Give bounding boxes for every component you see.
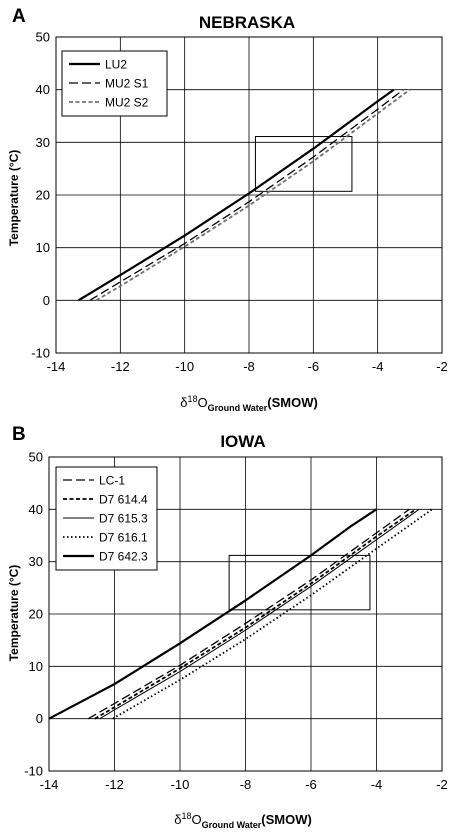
y-axis-label-a: Temperature (°C) — [7, 150, 21, 247]
y-tick-label: 0 — [43, 293, 50, 308]
y-tick-label: 20 — [29, 607, 43, 622]
plot-area-b: -14 -12 -10 -8 -6 -4 -2 -10 0 10 20 30 40 50 LC-1 D7 61… — [24, 450, 448, 793]
x-tick-label: -10 — [175, 359, 194, 374]
x-tick-label: -6 — [308, 359, 320, 374]
y-tick-label: 40 — [36, 82, 50, 97]
panel-b-iowa: B IOWA Temperature (°C) δ18OGround Water… — [7, 424, 448, 830]
x-tick-label: -14 — [40, 777, 59, 792]
y-tick-label: 0 — [36, 711, 43, 726]
chart-title-nebraska: NEBRASKA — [199, 13, 295, 32]
highlight-box — [254, 136, 353, 192]
series-line-lu2 — [77, 88, 395, 302]
x-tick-label: -2 — [436, 359, 448, 374]
x-axis-label-a: δ18OGround Water(SMOW) — [180, 394, 318, 413]
highlight-box — [228, 554, 371, 611]
x-tick-label: -10 — [171, 777, 190, 792]
x-axis-label-b: δ18OGround Water(SMOW) — [174, 811, 312, 830]
legend-box — [61, 50, 168, 117]
legend-label: D7 615.3 — [99, 512, 148, 526]
panel-letter-b: B — [12, 424, 26, 445]
y-tick-label: 50 — [29, 450, 43, 465]
y-tick-label: -10 — [31, 346, 50, 361]
plot-frame — [55, 36, 443, 354]
x-tick-label: -12 — [105, 777, 124, 792]
legend-label: D7 642.3 — [99, 550, 148, 564]
series-line-d7-615-3 — [99, 508, 420, 720]
y-tick-label: 30 — [36, 135, 50, 150]
y-tick-label: 30 — [29, 554, 43, 569]
y-tick-label: 10 — [29, 659, 43, 674]
x-tick-label: -14 — [47, 359, 66, 374]
y-tick-label: 50 — [36, 30, 50, 45]
series-line-lc-1 — [87, 508, 410, 720]
x-tick-label: -6 — [305, 777, 317, 792]
legend-label: D7 614.4 — [99, 493, 148, 507]
legend-label: LU2 — [105, 58, 127, 72]
y-axis-label-b: Temperature (°C) — [7, 565, 21, 662]
series-line-mu2-s1 — [89, 89, 404, 301]
y-tick-label: -10 — [24, 764, 43, 779]
legend-label: MU2 S1 — [105, 77, 149, 91]
chart-title-iowa: IOWA — [220, 432, 265, 451]
x-tick-label: -4 — [372, 359, 384, 374]
x-tick-label: -8 — [240, 777, 252, 792]
y-tick-label: 10 — [36, 240, 50, 255]
y-tick-label: 40 — [29, 502, 43, 517]
plot-area-a: -14 -12 -10 -8 -6 -4 -2 -10 0 10 20 30 40 50 LU2 MU2 S1… — [31, 30, 448, 375]
panel-a-nebraska: A NEBRASKA Temperature (°C) δ18OGround W… — [7, 6, 448, 413]
legend-label: MU2 S2 — [105, 96, 149, 110]
series-line-d7-642-3 — [48, 508, 378, 720]
plot-frame — [48, 456, 443, 772]
x-tick-label: -12 — [111, 359, 130, 374]
x-tick-label: -2 — [436, 777, 448, 792]
legend-label: LC-1 — [99, 474, 125, 488]
x-tick-label: -4 — [371, 777, 383, 792]
y-tick-label: 20 — [36, 188, 50, 203]
series-line-d7-614-4 — [94, 508, 417, 720]
x-tick-label: -8 — [243, 359, 255, 374]
panel-letter-a: A — [12, 6, 26, 27]
legend-label: D7 616.1 — [99, 531, 148, 545]
series-line-mu2-s2 — [95, 88, 411, 302]
